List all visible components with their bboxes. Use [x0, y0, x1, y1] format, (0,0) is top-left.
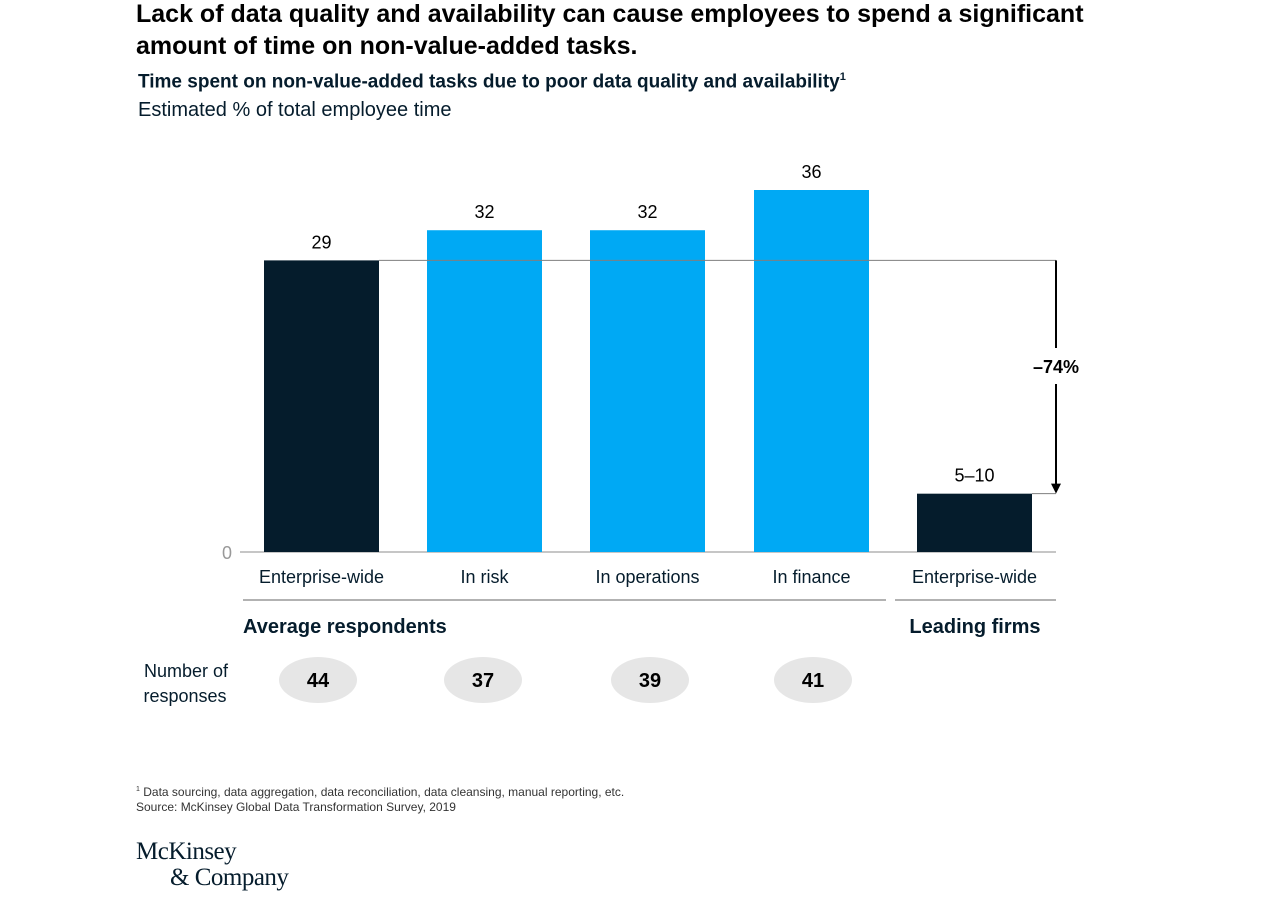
category-label-4: In finance: [772, 567, 850, 587]
category-label-2: In risk: [460, 567, 509, 587]
reduction-annotation: –74%: [1033, 357, 1079, 377]
responses-pill-4: [774, 657, 852, 703]
footnote-text: Data sourcing, data aggregation, data re…: [143, 785, 625, 799]
arrow-head: [1051, 483, 1061, 494]
footnotes: 1 Data sourcing, data aggregation, data …: [136, 782, 624, 815]
logo-line-1: McKinsey: [136, 838, 237, 865]
group-label-average: Average respondents: [243, 616, 447, 638]
bar-value-label-5: 5–10: [954, 466, 994, 486]
bar-4: [754, 190, 869, 552]
source-line: Source: McKinsey Global Data Transformat…: [136, 800, 456, 814]
responses-count-2: 37: [472, 670, 494, 692]
responses-count-3: 39: [639, 670, 661, 692]
bar-value-label-1: 29: [311, 232, 331, 252]
y-tick-label: 0: [222, 543, 232, 563]
bar-2: [427, 230, 542, 552]
category-label-3: In operations: [595, 567, 699, 587]
bar-3: [590, 230, 705, 552]
responses-pill-2: [444, 657, 522, 703]
responses-count-4: 41: [802, 670, 824, 692]
responses-pill-1: [279, 657, 357, 703]
responses-label-line-1: Number of: [144, 661, 229, 681]
subtitle-footnote-mark: 1: [839, 71, 846, 83]
responses-pill-3: [611, 657, 689, 703]
bar-chart: 0 29 Enterprise-wide 32 In risk 32 In operatio…: [143, 162, 1079, 706]
bar-value-label-4: 36: [801, 162, 821, 182]
category-label-5: Enterprise-wide: [912, 567, 1037, 587]
bar-5: [917, 493, 1032, 552]
responses-count-1: 44: [307, 670, 330, 692]
subtitle-text: Time spent on non-value-added tasks due …: [138, 71, 840, 93]
category-label-1: Enterprise-wide: [259, 567, 384, 587]
chart-subtitle: Time spent on non-value-added tasks due …: [138, 71, 846, 93]
chart-headline: Lack of data quality and availability ca…: [136, 0, 1084, 60]
mckinsey-logo: McKinsey & Company: [136, 838, 336, 894]
unit-label: Estimated % of total employee time: [138, 99, 452, 121]
group-label-leading: Leading firms: [909, 616, 1040, 638]
bar-value-label-3: 32: [637, 202, 657, 222]
bar-1: [264, 260, 379, 552]
bar-value-label-2: 32: [474, 202, 494, 222]
footnote-mark: 1: [136, 786, 140, 793]
responses-label-line-2: responses: [143, 686, 226, 706]
logo-line-2: & Company: [170, 864, 289, 891]
footnote-line: 1 Data sourcing, data aggregation, data …: [136, 782, 624, 800]
